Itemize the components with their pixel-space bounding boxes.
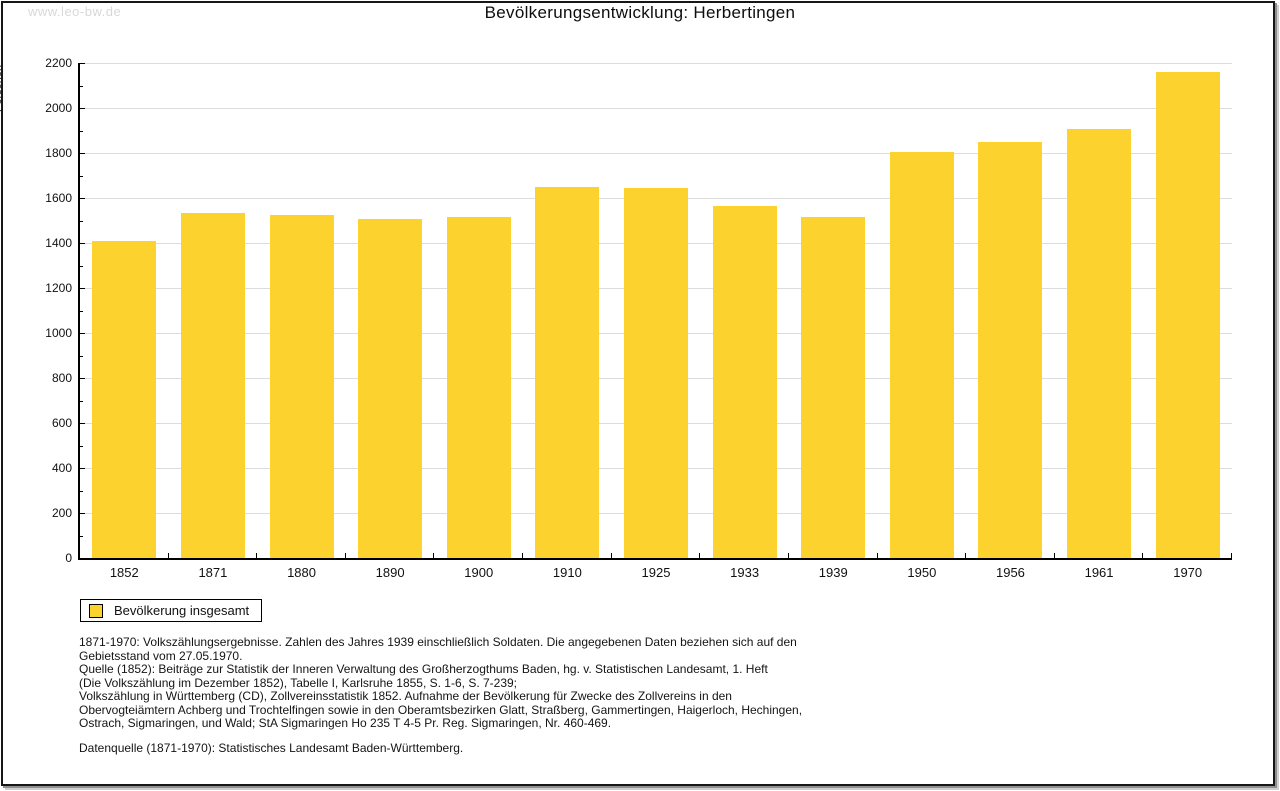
x-tick-label: 1871	[198, 565, 228, 580]
bar-1880	[269, 214, 334, 558]
bar-1939	[801, 217, 866, 558]
footnote-line: Gebietsstand vom 27.05.1970.	[79, 648, 243, 663]
y-tick-label: 400	[51, 461, 72, 475]
y-major-tick	[80, 288, 85, 289]
y-minor-tick	[80, 85, 83, 87]
x-tick-label: 1890	[375, 565, 405, 580]
bar-1970	[1155, 72, 1220, 558]
x-tick-label: 1852	[109, 565, 139, 580]
footnote-line: (Die Volkszählung im Dezember 1852), Tab…	[79, 675, 518, 690]
x-tick	[167, 553, 169, 558]
bar-1950	[889, 151, 954, 558]
bar-1925	[624, 187, 688, 558]
y-major-tick	[80, 108, 85, 109]
y-minor-tick	[80, 220, 83, 222]
y-major-tick	[80, 558, 85, 559]
legend-swatch	[89, 603, 103, 618]
footnote-line: Ostrach, Sigmaringen, und Wald; StA Sigm…	[79, 716, 612, 730]
chart-title: Bevölkerungsentwicklung: Herbertingen	[484, 3, 796, 22]
x-tick	[344, 553, 346, 558]
y-minor-tick	[80, 130, 83, 132]
footnote-line: Volkszählung in Württemberg (CD), Zollve…	[79, 689, 732, 703]
y-minor-tick	[80, 535, 83, 537]
y-minor-tick	[80, 400, 83, 402]
x-tick-label: 1956	[995, 565, 1025, 580]
x-tick-label: 1925	[641, 565, 671, 580]
watermark: www.leo-bw.de	[28, 4, 122, 19]
y-tick-label: 1200	[45, 281, 72, 295]
y-tick-label: 200	[51, 506, 72, 520]
y-tick-label: 2200	[45, 56, 72, 70]
x-tick	[433, 553, 435, 558]
bar-1852	[92, 240, 157, 558]
y-tick-label: 800	[51, 371, 72, 385]
y-axis-labels: 0 200 400 600 800 1000 1200 1400 1600 1800 2000 220…	[0, 0, 72, 791]
y-major-tick	[80, 333, 85, 334]
bar-1956	[978, 141, 1043, 558]
legend-label: Bevölkerung insgesamt	[114, 603, 250, 618]
y-minor-tick	[80, 445, 83, 447]
x-tick-label: 1950	[907, 565, 937, 580]
x-tick-label: 1939	[818, 565, 848, 580]
plot-area	[78, 63, 1232, 560]
x-tick	[1142, 553, 1144, 558]
x-tick	[965, 553, 967, 558]
y-major-tick	[80, 243, 85, 244]
y-major-tick	[80, 468, 85, 469]
x-tick-label: 1880	[287, 565, 316, 580]
y-major-tick	[80, 513, 85, 514]
x-tick-label: 1900	[464, 565, 494, 580]
datasource-line: Datenquelle (1871-1970): Statistisches L…	[79, 740, 464, 755]
footnote-line: Obervogteiämtern Achberg und Trochtelfin…	[79, 702, 803, 717]
legend: Bevölkerung insgesamt	[80, 599, 263, 622]
x-tick	[522, 553, 524, 558]
y-minor-tick	[80, 175, 83, 177]
bar-1900	[446, 217, 511, 558]
y-tick-label: 600	[51, 416, 72, 430]
gridline-2200	[80, 63, 1232, 64]
y-minor-tick	[80, 355, 83, 357]
x-tick-label: 1970	[1173, 565, 1203, 580]
x-tick	[876, 553, 878, 558]
y-tick-label: 0	[65, 551, 72, 565]
y-minor-tick	[80, 310, 83, 312]
x-tick	[1231, 553, 1232, 558]
y-minor-tick	[80, 490, 83, 492]
x-tick-label: 1961	[1084, 565, 1114, 580]
x-tick-label: 1910	[552, 565, 582, 580]
bar-1871	[180, 212, 245, 558]
y-major-tick	[80, 153, 85, 154]
y-major-tick	[80, 198, 85, 199]
y-tick-label: 1600	[45, 191, 72, 205]
x-tick-label: 1933	[730, 565, 760, 580]
x-tick	[699, 553, 701, 558]
x-tick	[787, 553, 789, 558]
y-minor-tick	[80, 265, 83, 267]
x-tick	[1053, 553, 1055, 558]
gridline-2000	[80, 108, 1232, 109]
footnote-lines: 1871-1970: Volkszählungsergebnisse. Zahl…	[79, 635, 1219, 731]
footnote-line: 1871-1970: Volkszählungsergebnisse. Zahl…	[79, 635, 797, 649]
y-tick-label: 1800	[45, 146, 72, 160]
bar-1890	[358, 219, 423, 558]
bar-1961	[1067, 129, 1132, 558]
footnotes: 1871-1970: Volkszählungsergebnisse. Zahl…	[79, 635, 1219, 755]
bar-1933	[712, 205, 777, 558]
footnote-line: Quelle (1852): Beiträge zur Statistik de…	[79, 662, 768, 676]
y-tick-label: 1400	[45, 236, 72, 250]
bar-1910	[535, 186, 600, 558]
y-major-tick	[80, 378, 85, 379]
y-tick-label: 1000	[45, 326, 72, 340]
y-major-tick	[80, 63, 85, 64]
x-tick	[610, 553, 612, 558]
y-tick-label: 2000	[45, 101, 72, 115]
gridline-1800	[80, 153, 1232, 154]
y-major-tick	[80, 423, 85, 424]
x-tick	[256, 553, 258, 558]
